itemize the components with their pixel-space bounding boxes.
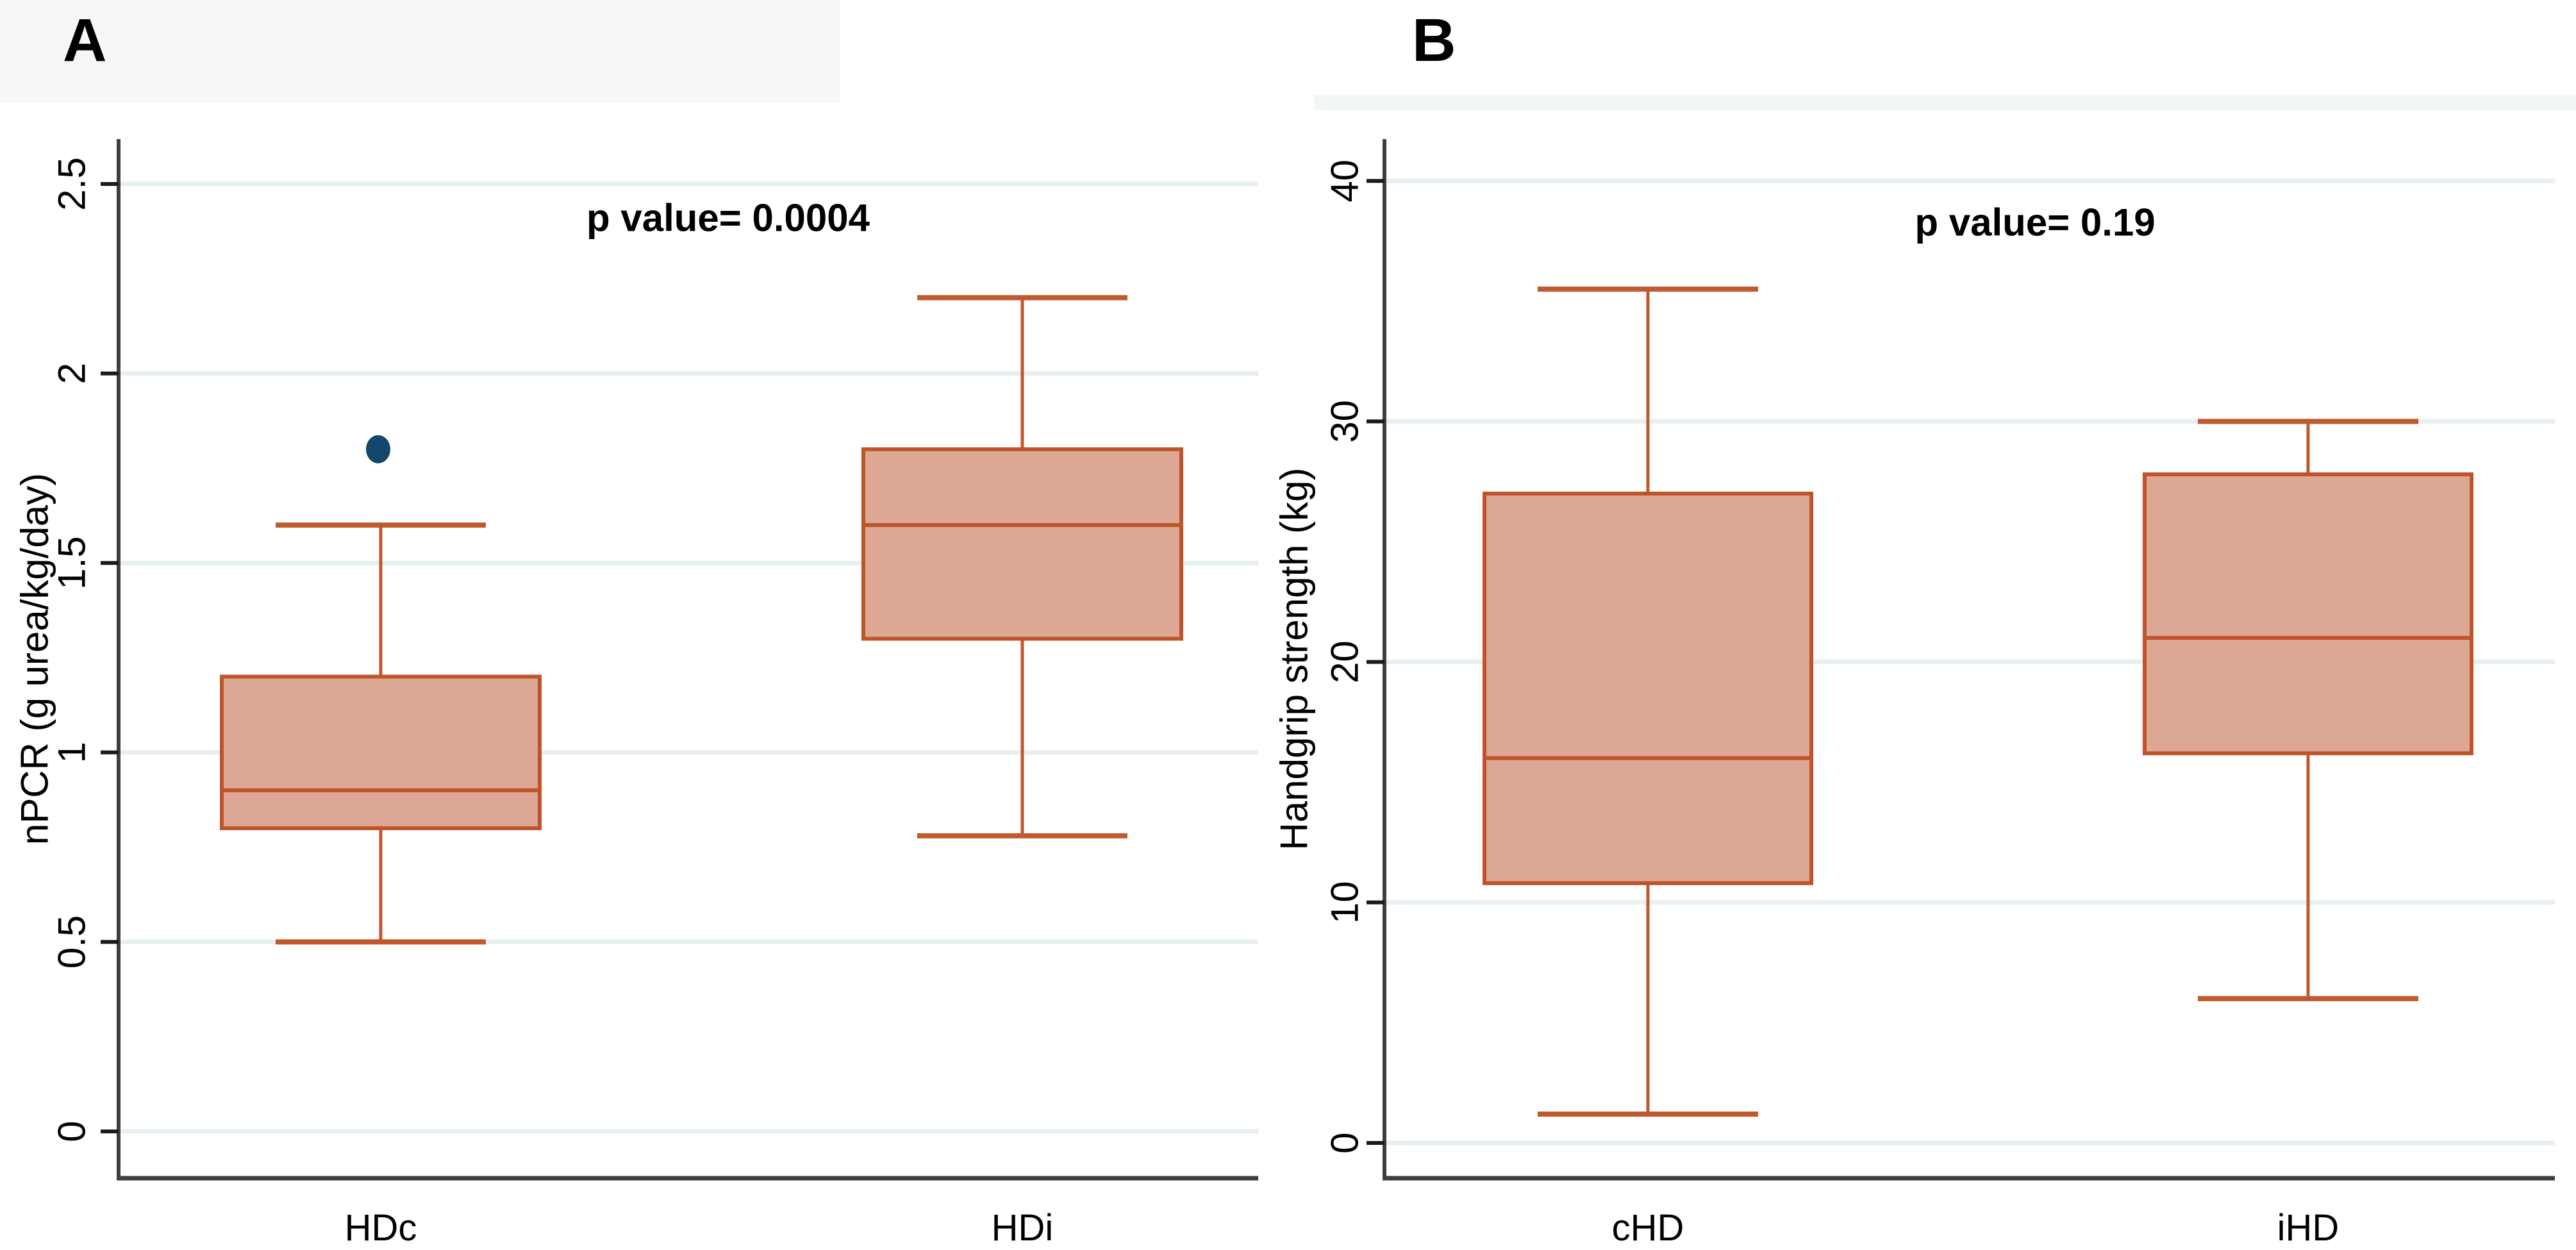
panel-a-pvalue: p value= 0.0004 [574, 190, 883, 246]
y-tick-label: 1.5 [51, 536, 94, 589]
iqr-box-chd [1483, 491, 1813, 885]
y-tick-label: 2 [51, 363, 94, 384]
scan-artifact-band [1314, 95, 2576, 110]
panel-a-letter: A [63, 6, 107, 74]
panel-a-category-label-hdi: HDi [991, 1207, 1054, 1249]
y-tick-label: 2.5 [51, 157, 94, 210]
panel-b-category-label-ihd: iHD [2277, 1207, 2339, 1249]
y-tick-label: 10 [1324, 881, 1367, 924]
y-tick-label: 40 [1324, 160, 1367, 203]
panel-b-category-label-chd: cHD [1611, 1207, 1684, 1249]
iqr-box-hdi [861, 447, 1183, 641]
outlier-point-hdc [366, 435, 390, 463]
y-tick-label: 0.5 [51, 915, 94, 969]
panel-b-y-axis-title: Handgrip strength (kg) [1272, 467, 1316, 851]
y-tick-label: 1 [51, 742, 94, 763]
scan-artifact-band [0, 0, 840, 103]
panel-b-pvalue: p value= 0.19 [1902, 195, 2168, 250]
y-tick-label: 20 [1324, 640, 1367, 683]
panel-a-y-axis-title: nPCR (g urea/kg/day) [13, 472, 56, 846]
iqr-box-hdc [220, 674, 542, 831]
y-tick-label: 0 [51, 1121, 94, 1142]
panel-b-letter: B [1412, 6, 1456, 74]
y-tick-label: 30 [1324, 400, 1367, 443]
iqr-box-ihd [2143, 472, 2473, 756]
y-tick-label: 0 [1324, 1132, 1367, 1153]
panel-a-category-label-hdc: HDc [344, 1207, 417, 1249]
